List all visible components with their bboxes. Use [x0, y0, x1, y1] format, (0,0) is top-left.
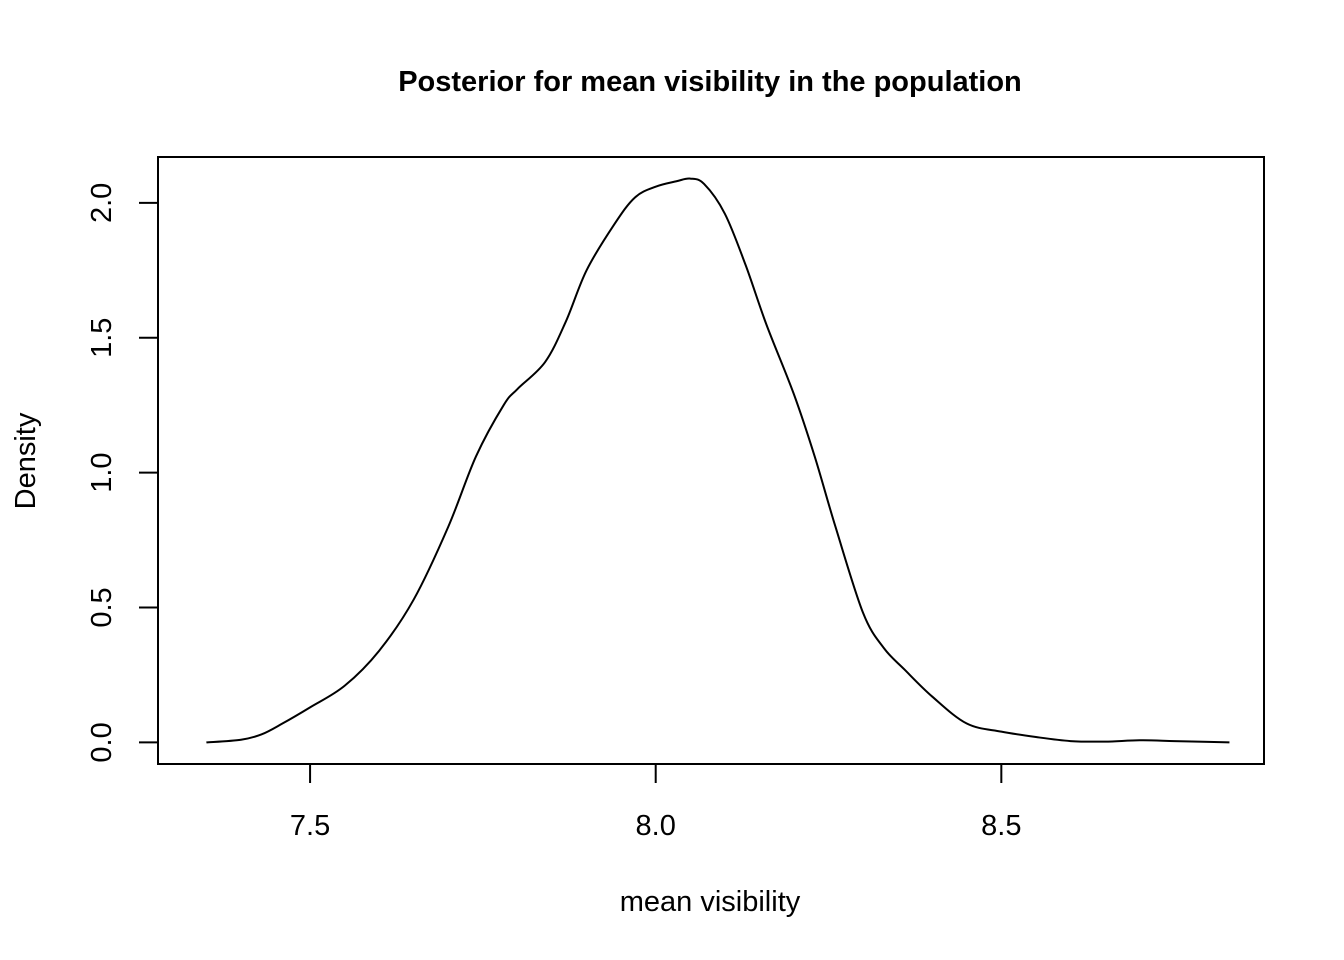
x-axis: 7.5 8.0 8.5 [290, 764, 1021, 842]
x-axis-label: mean visibility [620, 886, 801, 918]
y-tick-label: 1.0 [86, 452, 118, 492]
x-tick-label: 7.5 [290, 810, 330, 842]
density-curve [206, 177, 1230, 744]
x-tick-label: 8.0 [636, 810, 676, 842]
series-layer [206, 177, 1230, 744]
y-tick-label: 0.5 [86, 587, 118, 627]
y-axis-label: Density [10, 412, 42, 509]
y-tick-label: 2.0 [86, 183, 118, 223]
x-tick-label: 8.5 [981, 810, 1021, 842]
y-tick-label: 1.5 [86, 318, 118, 358]
chart-title: Posterior for mean visibility in the pop… [398, 66, 1022, 98]
plot-frame [157, 156, 1265, 765]
y-axis: 0.0 0.5 1.0 1.5 2.0 [86, 183, 158, 763]
y-tick-label: 0.0 [86, 722, 118, 762]
